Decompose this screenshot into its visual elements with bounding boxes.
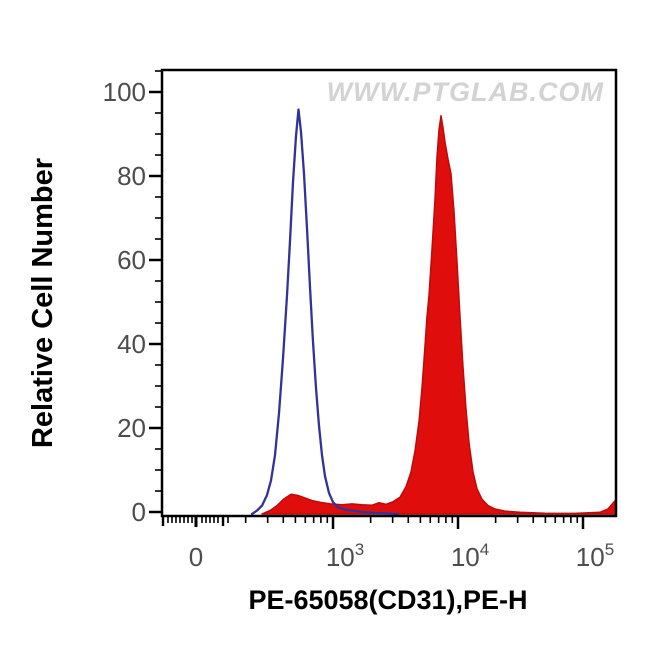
x-tick-label: 103 (326, 540, 364, 572)
y-tick-label: 0 (132, 497, 146, 527)
x-axis-title: PE-65058(CD31),PE-H (248, 585, 527, 615)
axis-ticks-group (149, 70, 585, 529)
plot-border (160, 68, 618, 518)
y-axis-title: Relative Cell Number (27, 158, 59, 448)
watermark-text: WWW.PTGLAB.COM (327, 77, 604, 107)
y-tick-label: 60 (117, 245, 146, 275)
x-tick-label: 105 (576, 540, 614, 572)
blue-open-histogram (250, 108, 400, 516)
y-tick-label: 100 (103, 77, 146, 107)
y-tick-label: 20 (117, 413, 146, 443)
red-filled-histogram (261, 115, 617, 515)
x-tick-label: 0 (189, 542, 203, 572)
y-tick-label: 80 (117, 161, 146, 191)
x-tick-label: 104 (451, 540, 489, 572)
y-tick-label: 40 (117, 329, 146, 359)
curves-group (250, 108, 617, 516)
tick-labels-group: 0 20 40 60 80 100 0 103 104 105 (103, 77, 615, 572)
